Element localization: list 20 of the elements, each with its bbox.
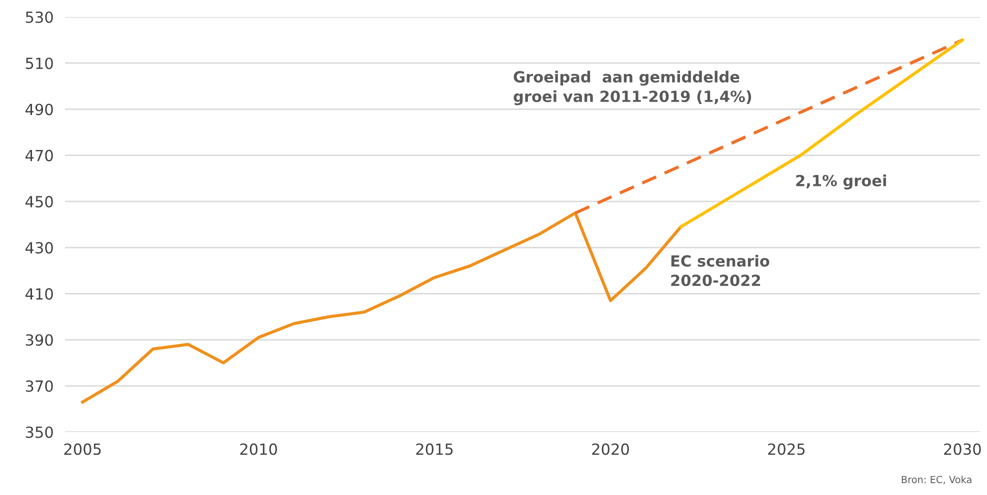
- y-tick-label: 410: [25, 288, 53, 300]
- y-tick-label: 530: [26, 11, 53, 24]
- y-tick-label: 350: [26, 426, 53, 438]
- annotation: EC scenario 2020-2022: [671, 254, 770, 286]
- text: Bron: EC, Voka: [902, 476, 972, 484]
- x-tick-label: 2015: [416, 443, 453, 455]
- y-tick-label: 510: [26, 58, 53, 70]
- y-tick-label: 470: [25, 150, 53, 162]
- y-tick-label: 430: [25, 242, 53, 254]
- y-tick-label: 390: [26, 334, 53, 346]
- y-tick-label: 490: [25, 104, 53, 116]
- x-tick-label: 2020: [592, 443, 629, 455]
- annotation: 2,1% groei: [796, 174, 886, 190]
- y-tick-label: 450: [25, 196, 53, 208]
- x-tick-label: 2010: [240, 443, 277, 455]
- x-tick-label: 2005: [64, 443, 101, 455]
- y-tick-label: 370: [26, 380, 53, 392]
- annotation: Groeipad aan gemiddelde groei van 2011-2019 (1,4%): [514, 70, 752, 106]
- x-tick-label: 2030: [944, 443, 981, 455]
- x-tick-label: 2025: [768, 443, 805, 455]
